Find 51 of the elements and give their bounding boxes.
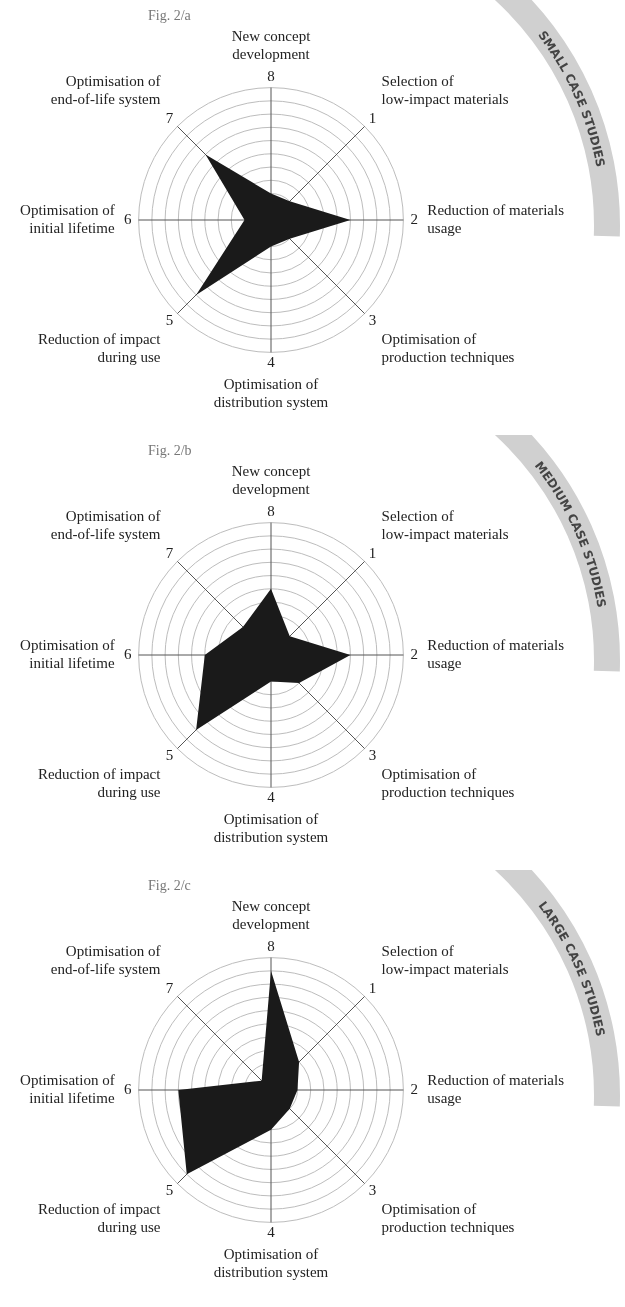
spoke-label: Reduction of materials usage <box>427 201 565 236</box>
spoke-label: Reduction of impact during use <box>37 330 162 365</box>
text: 8 <box>267 67 275 84</box>
spoke-label: Optimisation of production techniques <box>381 1200 515 1235</box>
text: 5 <box>165 747 174 764</box>
spoke-label: Optimisation of end-of-life system <box>50 943 161 978</box>
text: 1 <box>368 544 377 561</box>
chart-title: Fig. 2/c <box>148 878 191 894</box>
text: 6 <box>123 645 132 662</box>
spoke-label: Optimisation of end-of-life system <box>50 508 161 543</box>
text: 8 <box>267 502 275 519</box>
text: 3 <box>368 747 377 764</box>
spoke-label: Reduction of materials usage <box>427 636 565 671</box>
spoke-label: Selection of low-impact materials <box>381 943 509 978</box>
text: 3 <box>368 1182 377 1199</box>
text: 1 <box>368 979 377 996</box>
text: 4 <box>267 1224 276 1241</box>
spoke-label: Optimisation of initial lifetime <box>20 1071 115 1106</box>
text: 4 <box>267 354 276 371</box>
spoke-label: Optimisation of production techniques <box>381 765 515 800</box>
spoke-label: New concept development <box>231 462 312 497</box>
text: 8 <box>267 937 275 954</box>
spoke-label: Optimisation of distribution system <box>213 376 329 411</box>
text: 4 <box>267 789 276 806</box>
text: 7 <box>165 544 174 561</box>
text: 6 <box>123 1080 132 1097</box>
text: 2 <box>410 210 419 227</box>
spoke-label: Optimisation of initial lifetime <box>20 636 115 671</box>
text: 6 <box>123 210 132 227</box>
text: 3 <box>368 312 377 329</box>
spoke-label: Selection of low-impact materials <box>381 508 509 543</box>
spoke-label: Reduction of impact during use <box>37 1200 162 1235</box>
chart-title: Fig. 2/b <box>148 443 192 459</box>
spoke-label: Optimisation of distribution system <box>213 1246 329 1281</box>
text: 5 <box>165 1182 174 1199</box>
spoke-label: Optimisation of initial lifetime <box>20 201 115 236</box>
text: 5 <box>165 312 174 329</box>
spoke-label: Optimisation of distribution system <box>213 811 329 846</box>
spoke-label: Reduction of impact during use <box>37 765 162 800</box>
text: 7 <box>165 979 174 996</box>
text: 2 <box>410 1080 419 1097</box>
spoke-label: Optimisation of production techniques <box>381 330 515 365</box>
spoke-label: Selection of low-impact materials <box>381 73 509 108</box>
text: 7 <box>165 109 174 126</box>
spoke-label: Optimisation of end-of-life system <box>50 73 161 108</box>
spoke-label: New concept development <box>231 897 312 932</box>
spoke-label: New concept development <box>231 27 312 62</box>
chart-title: Fig. 2/a <box>148 8 191 24</box>
spoke-label: Reduction of materials usage <box>427 1071 565 1106</box>
text: 1 <box>368 109 377 126</box>
text: 2 <box>410 645 419 662</box>
